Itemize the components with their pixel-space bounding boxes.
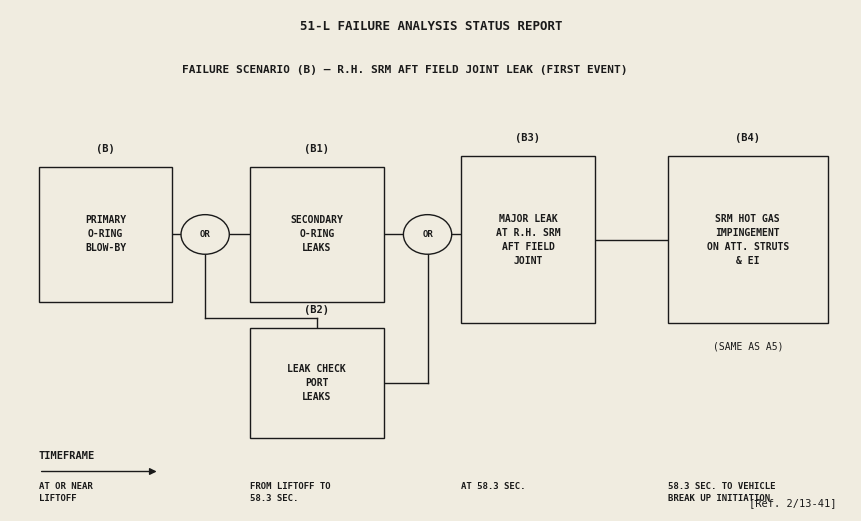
Text: (B1): (B1) (304, 144, 329, 154)
Text: (B3): (B3) (515, 133, 540, 143)
Bar (250, 328, 383, 438)
Ellipse shape (403, 215, 451, 254)
Text: FAILURE SCENARIO (B) – R.H. SRM AFT FIELD JOINT LEAK (FIRST EVENT): FAILURE SCENARIO (B) – R.H. SRM AFT FIEL… (183, 65, 627, 76)
Bar (667, 156, 827, 323)
Text: PRIMARY
O-RING
BLOW-BY: PRIMARY O-RING BLOW-BY (85, 216, 126, 253)
Bar (39, 167, 172, 302)
Bar (250, 167, 383, 302)
Text: SRM HOT GAS
IMPINGEMENT
ON ATT. STRUTS
& EI: SRM HOT GAS IMPINGEMENT ON ATT. STRUTS &… (706, 214, 788, 266)
Text: (B2): (B2) (304, 305, 329, 315)
Text: AT OR NEAR
LIFTOFF: AT OR NEAR LIFTOFF (39, 482, 92, 503)
Text: 58.3 SEC. TO VEHICLE
BREAK UP INITIATION: 58.3 SEC. TO VEHICLE BREAK UP INITIATION (667, 482, 775, 503)
Text: (B): (B) (96, 144, 115, 154)
Text: (B4): (B4) (734, 133, 759, 143)
Text: OR: OR (422, 230, 432, 239)
Ellipse shape (181, 215, 229, 254)
Text: MAJOR LEAK
AT R.H. SRM
AFT FIELD
JOINT: MAJOR LEAK AT R.H. SRM AFT FIELD JOINT (495, 214, 560, 266)
Text: [Ref. 2/13-41]: [Ref. 2/13-41] (747, 498, 835, 508)
Text: AT 58.3 SEC.: AT 58.3 SEC. (461, 482, 525, 491)
Text: 51-L FAILURE ANALYSIS STATUS REPORT: 51-L FAILURE ANALYSIS STATUS REPORT (300, 20, 561, 32)
Text: OR: OR (200, 230, 210, 239)
Text: FROM LIFTOFF TO
58.3 SEC.: FROM LIFTOFF TO 58.3 SEC. (250, 482, 331, 503)
Bar (461, 156, 594, 323)
Text: LEAK CHECK
PORT
LEAKS: LEAK CHECK PORT LEAKS (287, 364, 346, 402)
Text: (SAME AS A5): (SAME AS A5) (712, 341, 783, 352)
Text: SECONDARY
O-RING
LEAKS: SECONDARY O-RING LEAKS (290, 216, 343, 253)
Text: TIMEFRAME: TIMEFRAME (39, 451, 95, 461)
